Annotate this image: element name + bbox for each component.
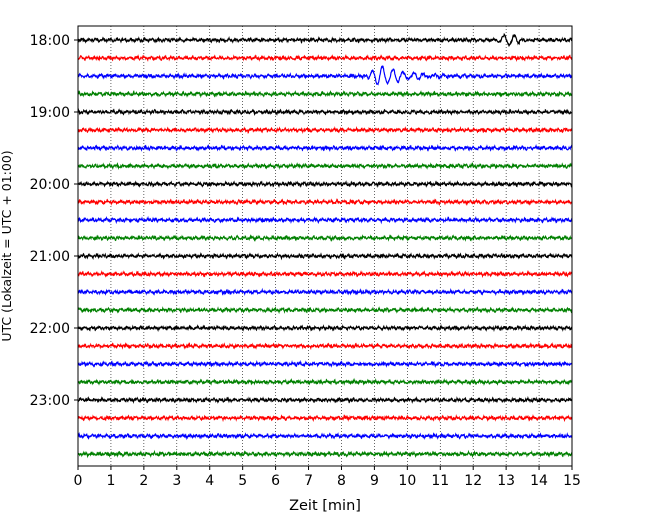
- x-tick-label: 0: [74, 473, 83, 489]
- trace-18: [77, 359, 573, 368]
- trace-8: [77, 180, 573, 189]
- trace-6: [77, 143, 573, 153]
- trace-2: [77, 65, 573, 86]
- trace-12: [77, 251, 573, 261]
- x-tick-label: 11: [431, 473, 449, 489]
- y-tick-label: 22:00: [30, 321, 70, 337]
- x-tick-label: 14: [530, 473, 548, 489]
- x-tick-label: 7: [304, 473, 313, 489]
- x-tick-label: 15: [563, 473, 581, 489]
- y-tick-label: 21:00: [30, 249, 70, 265]
- x-axis-ticks: 0 1 2 3 4 5 6 7 8 9 10 11 12 13 14 15: [74, 466, 581, 489]
- y-axis-ticks: 18:00 19:00 20:00 21:00 22:00 23:00: [30, 33, 78, 409]
- trace-22: [77, 431, 573, 441]
- trace-17: [77, 341, 573, 351]
- y-tick-label: 19:00: [30, 105, 70, 121]
- trace-1: [77, 54, 573, 63]
- x-tick-label: 8: [337, 473, 346, 489]
- x-tick-label: 10: [398, 473, 416, 489]
- x-axis-label: Zeit [min]: [289, 498, 361, 514]
- trace-20: [77, 395, 573, 405]
- trace-13: [77, 270, 573, 279]
- trace-15: [77, 306, 573, 315]
- trace-9: [77, 198, 573, 207]
- y-axis-label: UTC (Lokalzeit = UTC + 01:00): [0, 150, 14, 341]
- x-tick-label: 13: [497, 473, 515, 489]
- y-tick-label: 23:00: [30, 393, 70, 409]
- trace-14: [77, 287, 573, 297]
- trace-16: [77, 323, 573, 333]
- trace-23: [77, 449, 573, 459]
- seismic-traces: [77, 32, 573, 459]
- x-tick-label: 12: [464, 473, 482, 489]
- x-tick-label: 5: [238, 473, 247, 489]
- trace-4: [77, 107, 573, 117]
- plot-frame: [77, 25, 573, 467]
- trace-0: [77, 32, 573, 48]
- x-tick-label: 6: [271, 473, 280, 489]
- x-tick-label: 2: [139, 473, 148, 489]
- trace-11: [77, 234, 573, 242]
- x-tick-label: 1: [106, 473, 115, 489]
- trace-21: [77, 414, 573, 423]
- trace-5: [77, 125, 573, 134]
- grid-lines: [110, 26, 540, 466]
- x-tick-label: 9: [370, 473, 379, 489]
- x-tick-label: 4: [205, 473, 214, 489]
- trace-10: [77, 215, 573, 225]
- trace-19: [77, 377, 573, 386]
- trace-7: [77, 162, 573, 171]
- y-tick-label: 20:00: [30, 177, 70, 193]
- x-tick-label: 3: [172, 473, 181, 489]
- trace-3: [77, 89, 573, 99]
- y-tick-label: 18:00: [30, 33, 70, 49]
